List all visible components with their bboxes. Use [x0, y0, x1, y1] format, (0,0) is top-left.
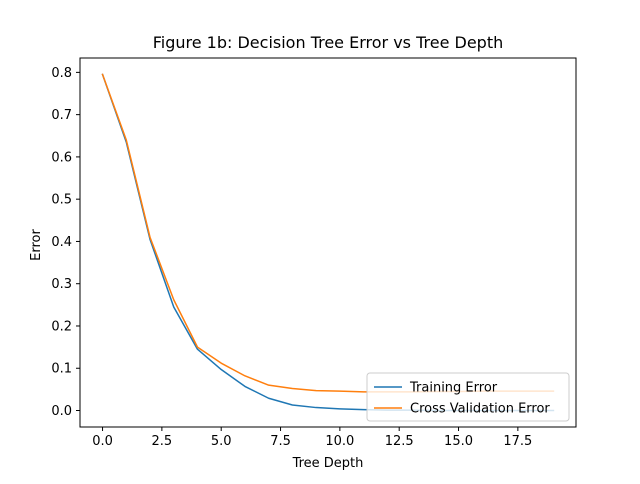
- x-tick-label: 15.0: [444, 434, 473, 449]
- x-axis-ticks: 0.0 2.5 5.0 7.5 10.0 12.5 15.0 17.5: [92, 427, 532, 449]
- y-tick-label: 0.4: [51, 235, 72, 250]
- legend-label: Cross Validation Error: [410, 402, 550, 417]
- chart-title: Figure 1b: Decision Tree Error vs Tree D…: [153, 33, 504, 52]
- y-tick-label: 0.8: [51, 66, 72, 81]
- x-axis-label: Tree Depth: [292, 456, 364, 471]
- y-tick-label: 0.1: [51, 362, 72, 377]
- y-tick-label: 0.2: [51, 319, 72, 334]
- x-tick-label: 10.0: [325, 434, 354, 449]
- legend-box: [366, 372, 570, 422]
- x-tick-label: 5.0: [211, 434, 232, 449]
- y-tick-label: 0.3: [51, 277, 72, 292]
- y-axis-ticks: 0.0 0.1 0.2 0.3 0.4 0.5 0.6 0.7 0.8: [51, 66, 80, 419]
- y-tick-label: 0.7: [51, 108, 72, 123]
- y-tick-label: 0.5: [51, 193, 72, 208]
- y-axis-label: Error: [29, 229, 44, 261]
- plot-frame: [79, 57, 577, 428]
- x-tick-label: 17.5: [503, 434, 532, 449]
- legend: Training Error Cross Validation Error: [366, 372, 570, 422]
- x-tick-label: 7.5: [270, 434, 291, 449]
- x-tick-label: 12.5: [385, 434, 414, 449]
- legend-label: Training Error: [409, 381, 498, 396]
- y-tick-label: 0.0: [51, 404, 72, 419]
- x-tick-label: 0.0: [92, 434, 113, 449]
- x-tick-label: 2.5: [152, 434, 173, 449]
- y-tick-label: 0.6: [51, 150, 72, 165]
